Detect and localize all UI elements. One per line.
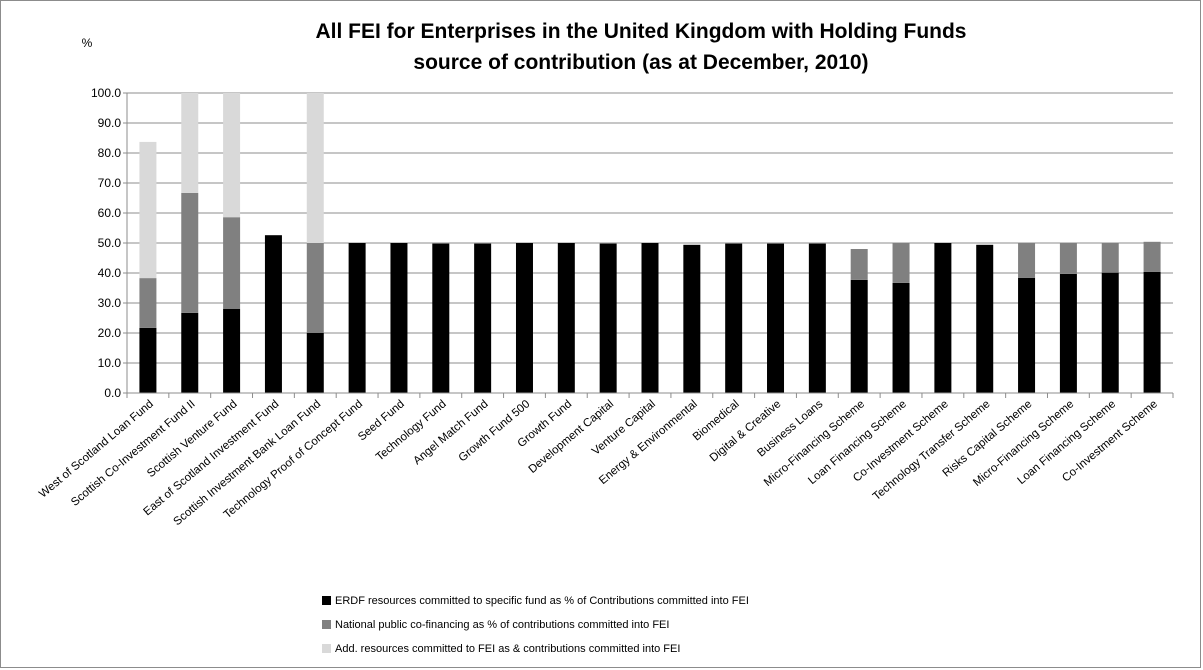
y-axis-unit: % — [82, 36, 93, 50]
legend-label-1: ERDF resources committed to specific fun… — [335, 595, 749, 607]
x-tick-label: Technology Fund — [374, 398, 449, 463]
y-tick-label: 30.0 — [98, 296, 122, 310]
bar-segment-series-1 — [390, 243, 408, 393]
bar-segment-series-3 — [139, 141, 157, 279]
y-tick-label: 20.0 — [98, 326, 122, 340]
y-tick-labels: 0.0 10.0 20.0 30.0 40.0 50.0 60.0 70.0 80.0 90.0 1… — [91, 86, 121, 400]
y-tick-label: 100.0 — [91, 86, 121, 100]
bar-segment-series-2 — [1018, 243, 1036, 278]
bar-segment-series-1 — [767, 243, 785, 393]
bar-segment-series-2 — [1101, 243, 1119, 273]
bar-segment-series-3 — [223, 93, 241, 218]
y-tick-label: 50.0 — [98, 236, 122, 250]
bar-segment-series-2 — [850, 249, 868, 280]
chart-title-line-1: All FEI for Enterprises in the United Ki… — [316, 20, 967, 43]
bar-segment-series-1 — [934, 243, 952, 393]
x-tick-label: Growth Fund 500 — [457, 398, 533, 464]
bar-segment-series-2 — [1143, 241, 1161, 272]
bar-segment-series-1 — [306, 333, 324, 393]
axes — [126, 93, 1174, 398]
bar-segment-series-1 — [181, 312, 199, 393]
chart-title-line-2: source of contribution (as at December, … — [413, 51, 868, 74]
legend-label-3: Add. resources committed to FEI as & con… — [335, 643, 680, 655]
legend-label-2: National public co-financing as % of con… — [335, 619, 669, 631]
bar-segment-series-1 — [264, 235, 282, 393]
y-tick-label: 40.0 — [98, 266, 122, 280]
bar-segment-series-3 — [306, 93, 324, 243]
bar-segment-series-1 — [976, 244, 994, 393]
bar-segment-series-2 — [306, 243, 324, 333]
bar-segment-series-3 — [181, 93, 199, 193]
bar-segment-series-1 — [641, 243, 659, 393]
bar-segment-series-1 — [725, 243, 743, 393]
bar-segment-series-1 — [1101, 272, 1119, 393]
x-tick-label: Angel Match Fund — [411, 398, 490, 467]
y-tick-label: 60.0 — [98, 206, 122, 220]
bar-segment-series-1 — [557, 243, 575, 393]
bar-segment-series-1 — [599, 243, 617, 393]
bar-segment-series-2 — [139, 278, 157, 328]
bar-segment-series-1 — [808, 243, 826, 393]
y-tick-label: 0.0 — [104, 386, 121, 400]
bar-segment-series-1 — [892, 282, 910, 393]
bar-segment-series-1 — [1018, 277, 1036, 393]
legend-swatch-1 — [322, 596, 331, 605]
bars — [139, 93, 1161, 393]
bar-segment-series-1 — [432, 243, 450, 393]
y-tick-label: 70.0 — [98, 176, 122, 190]
bar-segment-series-2 — [223, 217, 241, 309]
bar-segment-series-1 — [223, 309, 241, 393]
legend-swatch-2 — [322, 620, 331, 629]
x-tick-label: Digital & Creative — [708, 398, 784, 464]
bar-segment-series-1 — [348, 243, 366, 393]
bar-segment-series-2 — [1059, 243, 1077, 274]
bar-segment-series-1 — [515, 243, 533, 393]
bar-segment-series-2 — [181, 192, 199, 313]
bar-segment-series-1 — [474, 243, 492, 393]
bar-segment-series-1 — [139, 327, 157, 393]
bar-segment-series-1 — [850, 279, 868, 393]
bar-segment-series-1 — [683, 244, 701, 393]
x-tick-label: Scottish Investment Bank Loan Fund — [172, 398, 324, 528]
legend: ERDF resources committed to specific fun… — [322, 595, 749, 655]
bar-segment-series-1 — [1143, 271, 1161, 393]
y-tick-label: 90.0 — [98, 116, 122, 130]
bar-segment-series-1 — [1059, 273, 1077, 393]
y-tick-label: 80.0 — [98, 146, 122, 160]
y-tick-label: 10.0 — [98, 356, 122, 370]
legend-swatch-3 — [322, 644, 331, 653]
bar-segment-series-2 — [892, 243, 910, 283]
